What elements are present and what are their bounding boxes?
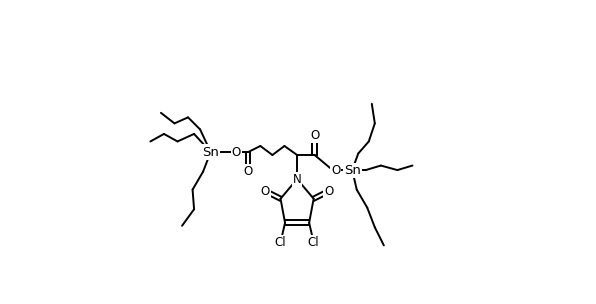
- Text: O: O: [232, 146, 241, 158]
- Text: N: N: [293, 173, 302, 186]
- Text: O: O: [261, 185, 270, 198]
- Text: O: O: [244, 165, 253, 178]
- Text: Cl: Cl: [308, 236, 319, 249]
- Text: O: O: [331, 164, 340, 177]
- Text: Cl: Cl: [275, 236, 286, 249]
- Text: O: O: [310, 129, 319, 142]
- Text: O: O: [324, 185, 333, 198]
- Text: Sn: Sn: [202, 146, 219, 158]
- Text: Sn: Sn: [344, 164, 361, 177]
